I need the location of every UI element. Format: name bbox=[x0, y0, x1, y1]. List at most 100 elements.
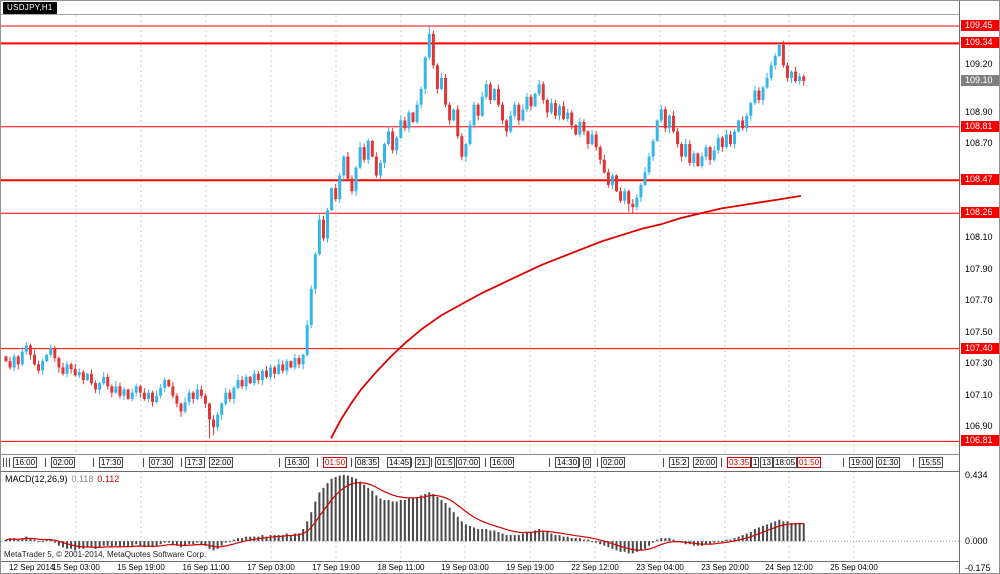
timeline-time-label: 16:00 bbox=[13, 457, 38, 468]
timeline-time-label: 16:30 bbox=[285, 457, 310, 468]
hline-price-label: 109.34 bbox=[961, 37, 999, 48]
hline-price-label: 108.26 bbox=[961, 207, 999, 218]
price-tick-label: 107.70 bbox=[965, 295, 993, 305]
timeline-tick bbox=[721, 458, 722, 467]
timeline-tick bbox=[549, 458, 550, 467]
timeline-time-label: 07:00 bbox=[456, 457, 481, 468]
timeline-time-label: 13 bbox=[760, 457, 773, 468]
timeline-time-label: 14:30 bbox=[555, 457, 580, 468]
date-tick-label: 17 Sep 19:00 bbox=[312, 563, 360, 572]
timeline-tick bbox=[93, 458, 94, 467]
timeline-tick bbox=[579, 458, 580, 467]
price-tick-label: 108.70 bbox=[965, 138, 993, 148]
timeline-time-label: 01:30 bbox=[876, 457, 901, 468]
date-tick-label: 23 Sep 04:00 bbox=[636, 563, 684, 572]
timeline-tick bbox=[317, 458, 318, 467]
date-tick-label: 12 Sep 2014 bbox=[9, 563, 55, 572]
timeline-tick bbox=[181, 458, 182, 467]
price-tick-label: 108.90 bbox=[965, 107, 993, 117]
timeline-tick bbox=[9, 458, 10, 467]
hline-price-label: 108.47 bbox=[961, 174, 999, 185]
indicator-header: MACD(12,26,9) 0.118 0.112 bbox=[5, 474, 120, 484]
timeline-time-label: 01:50 bbox=[323, 457, 348, 468]
date-tick-label: 19 Sep 03:00 bbox=[441, 563, 489, 572]
timeline-time-label: 1 bbox=[751, 457, 760, 468]
date-tick-label: 19 Sep 19:00 bbox=[506, 563, 554, 572]
indicator-name: MACD(12,26,9) bbox=[5, 474, 68, 484]
timeline-time-label: 07:30 bbox=[149, 457, 174, 468]
macd-tick-label: -0.175 bbox=[965, 563, 991, 573]
grid-lines bbox=[75, 15, 855, 454]
timeline-tick bbox=[843, 458, 844, 467]
timeline-time-label: 02:00 bbox=[601, 457, 626, 468]
panel-divider bbox=[1, 561, 999, 562]
price-tick-label: 106.90 bbox=[965, 421, 993, 431]
timeline-time-label: 14:45 bbox=[387, 457, 412, 468]
time-axis[interactable]: 12 Sep 2014 15 Sep 03:00 15 Sep 19:00 16 Se… bbox=[1, 561, 959, 573]
timeline-strip[interactable]: 16:00 02:00 17:30 07:30 17:3 22:00 16:30 01:50 0… bbox=[1, 454, 959, 471]
hline-price-label: 109.45 bbox=[961, 20, 999, 31]
watermark-copyright: MetaTrader 5, © 2001-2014, MetaQuotes So… bbox=[4, 550, 207, 559]
current-price-label: 109.10 bbox=[961, 75, 999, 86]
price-tick-label: 107.10 bbox=[965, 390, 993, 400]
timeline-tick bbox=[6, 458, 7, 467]
hline-price-label: 107.40 bbox=[961, 343, 999, 354]
timeline-time-label: 16:00 bbox=[490, 457, 515, 468]
date-tick-label: 15 Sep 03:00 bbox=[52, 563, 100, 572]
timeline-tick bbox=[431, 458, 432, 467]
panel-divider bbox=[1, 471, 999, 472]
date-tick-label: 15 Sep 19:00 bbox=[117, 563, 165, 572]
timeline-tick bbox=[143, 458, 144, 467]
timeline-time-label: 18:05 bbox=[773, 457, 798, 468]
timeline-time-label: 20:00 bbox=[693, 457, 718, 468]
timeline-tick bbox=[3, 458, 4, 467]
timeline-time-label: 01:5 bbox=[435, 457, 455, 468]
timeline-time-label: 15:2 bbox=[669, 457, 689, 468]
date-tick-label: 24 Sep 12:00 bbox=[765, 563, 813, 572]
macd-panel-canvas[interactable] bbox=[1, 471, 959, 561]
timeline-tick bbox=[485, 458, 486, 467]
horizontal-price-lines[interactable] bbox=[1, 25, 959, 442]
timeline-time-label: 08:35 bbox=[355, 457, 380, 468]
hline-price-label: 108.81 bbox=[961, 121, 999, 132]
date-tick-label: 22 Sep 12:00 bbox=[571, 563, 619, 572]
timeline-tick bbox=[411, 458, 412, 467]
date-tick-label: 16 Sep 11:00 bbox=[182, 563, 230, 572]
price-tick-label: 107.90 bbox=[965, 264, 993, 274]
price-chart-canvas[interactable] bbox=[1, 1, 959, 454]
indicator-signal-value: 0.112 bbox=[97, 474, 120, 484]
price-tick-label: 108.10 bbox=[965, 232, 993, 242]
indicator-main-value: 0.118 bbox=[71, 474, 94, 484]
timeline-time-label: 21: bbox=[415, 457, 431, 468]
timeline-time-label: 15:55 bbox=[919, 457, 944, 468]
candles bbox=[4, 26, 806, 439]
moving-average-line[interactable] bbox=[330, 195, 802, 439]
timeline-time-label: 22:00 bbox=[209, 457, 234, 468]
timeline-time-label: 0 bbox=[583, 457, 592, 468]
macd-grid-lines bbox=[75, 471, 855, 561]
timeline-time-label: 19:00 bbox=[849, 457, 874, 468]
timeline-time-label: 17:3 bbox=[185, 457, 205, 468]
timeline-tick bbox=[279, 458, 280, 467]
timeline-tick bbox=[45, 458, 46, 467]
price-tick-label: 109.20 bbox=[965, 59, 993, 69]
price-tick-label: 107.30 bbox=[965, 358, 993, 368]
timeline-time-label: 02:00 bbox=[51, 457, 76, 468]
date-tick-label: 18 Sep 11:00 bbox=[377, 563, 425, 572]
date-tick-label: 17 Sep 03:00 bbox=[247, 563, 295, 572]
price-axis[interactable]: 109.45 109.34 109.20 109.10 108.90 108.81 108.… bbox=[959, 1, 999, 573]
macd-signal-line bbox=[5, 481, 804, 551]
hline-price-label: 106.81 bbox=[961, 435, 999, 446]
timeline-tick bbox=[913, 458, 914, 467]
timeline-tick bbox=[663, 458, 664, 467]
macd-tick-label: 0.434 bbox=[965, 470, 988, 480]
date-tick-label: 23 Sep 20:00 bbox=[701, 563, 749, 572]
timeline-tick bbox=[597, 458, 598, 467]
date-tick-label: 25 Sep 04:00 bbox=[830, 563, 878, 572]
price-tick-label: 107.50 bbox=[965, 327, 993, 337]
timeline-tick bbox=[351, 458, 352, 467]
symbol-timeframe-label: USDJPY,H1 bbox=[3, 2, 57, 14]
timeline-time-label: 01:50 bbox=[797, 457, 822, 468]
chart-top-margin: USDJPY,H1 bbox=[1, 1, 999, 15]
